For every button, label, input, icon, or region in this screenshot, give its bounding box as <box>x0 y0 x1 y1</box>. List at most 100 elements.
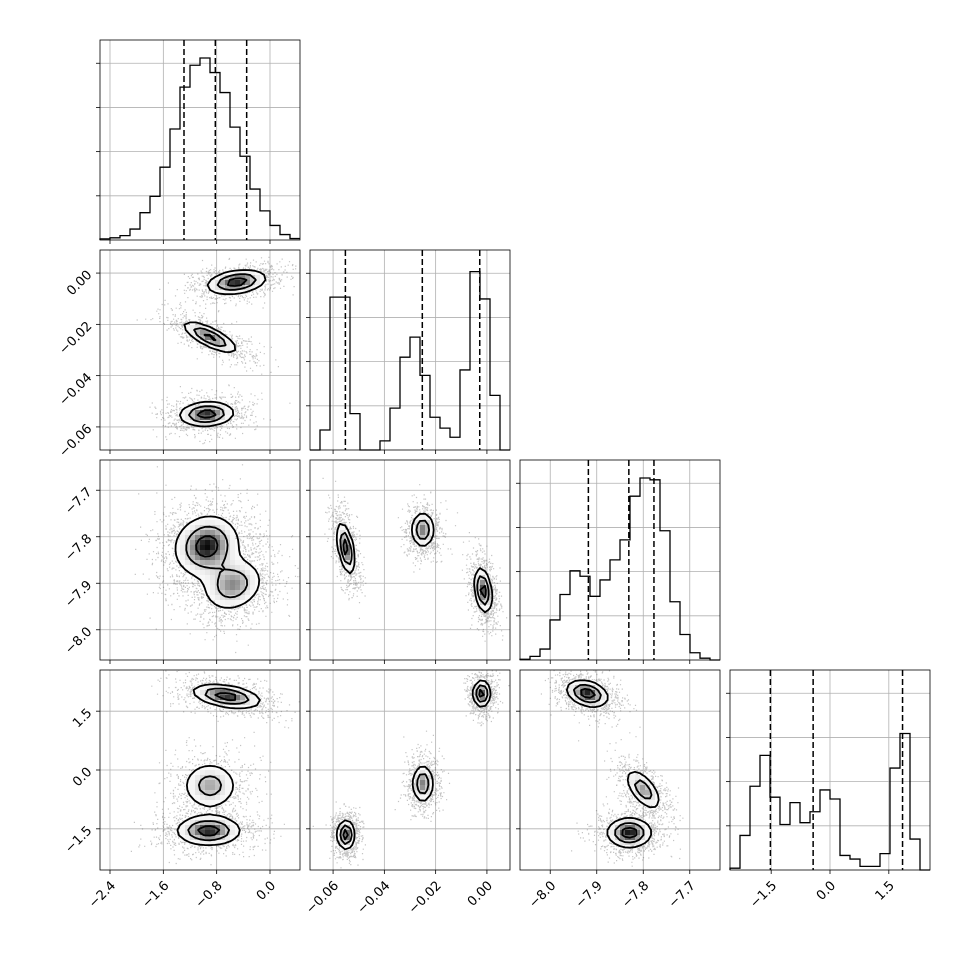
density-cell <box>240 565 246 571</box>
density-cell <box>260 275 266 281</box>
density-cell <box>200 530 206 536</box>
density-cell <box>215 825 221 831</box>
density-cell <box>235 695 241 701</box>
density-cell <box>225 685 231 691</box>
density-cell <box>205 820 211 826</box>
xtick-label-p4: −1.5 <box>747 878 780 911</box>
panel-content <box>136 256 300 445</box>
density-cell <box>210 285 216 291</box>
density-cell <box>480 595 486 601</box>
density-cell <box>425 525 431 531</box>
density-cell <box>220 580 226 586</box>
density-cell <box>225 340 231 346</box>
density-cell <box>205 530 211 536</box>
density-cell <box>240 695 246 701</box>
density-cell <box>205 580 211 586</box>
density-cell <box>215 770 221 776</box>
density-cell <box>230 555 236 561</box>
density-cell <box>215 275 221 281</box>
density-cell <box>195 535 201 541</box>
density-cell <box>220 775 226 781</box>
density-cell <box>245 270 251 276</box>
density-cell <box>195 825 201 831</box>
marginal-p3 <box>516 459 721 664</box>
density-cell <box>570 685 576 691</box>
density-cell <box>230 585 236 591</box>
density-cell <box>645 835 651 841</box>
density-cell <box>235 700 241 706</box>
density-cell <box>185 530 191 536</box>
density-cell <box>250 270 256 276</box>
panel-frame <box>309 459 511 661</box>
density-cell <box>250 575 256 581</box>
density-cell <box>190 520 196 526</box>
density-cell <box>220 555 226 561</box>
density-cell <box>635 825 641 831</box>
xtick-label-p2: −0.02 <box>406 878 445 917</box>
density-cell <box>340 525 346 531</box>
density-cell <box>595 700 601 706</box>
ytick-label-p2: 0.00 <box>64 268 95 299</box>
density-cell <box>210 685 216 691</box>
density-cell <box>190 525 196 531</box>
density-cell <box>215 815 221 821</box>
density-cell <box>250 695 256 701</box>
density-cell <box>480 680 486 686</box>
density-cell <box>420 775 426 781</box>
density-cell <box>485 590 491 596</box>
density-cell <box>190 820 196 826</box>
contour-line <box>342 538 487 599</box>
density-cell <box>195 790 201 796</box>
density-cell <box>215 335 221 341</box>
xtick-label-p4: 0.0 <box>814 878 839 903</box>
density-cell <box>200 520 206 526</box>
density-cell <box>205 830 211 836</box>
density-cell <box>245 570 251 576</box>
density-cell <box>210 815 216 821</box>
ytick-label-p4: −1.5 <box>62 824 95 857</box>
density-cell <box>205 835 211 841</box>
density-cell <box>190 565 196 571</box>
density-cell <box>600 690 606 696</box>
density-cell <box>190 780 196 786</box>
density-cell <box>220 795 226 801</box>
density-cell <box>235 825 241 831</box>
density-cell <box>595 690 601 696</box>
density-cell <box>240 580 246 586</box>
density-cell <box>220 520 226 526</box>
density-cell <box>210 540 216 546</box>
density-cell <box>345 540 351 546</box>
density-cell <box>215 340 221 346</box>
panel-content <box>130 670 300 866</box>
density-cell <box>205 785 211 791</box>
density-cell <box>210 765 216 771</box>
density-cell <box>200 545 206 551</box>
density-cell <box>210 555 216 561</box>
density-cell <box>220 820 226 826</box>
density-cell <box>185 545 191 551</box>
density-cell <box>205 765 211 771</box>
density-cell <box>210 785 216 791</box>
density-cell <box>595 695 601 701</box>
xtick-label-p2: 0.00 <box>465 878 496 909</box>
density-cell <box>180 410 186 416</box>
contour-line <box>185 525 248 599</box>
density-cell <box>255 575 261 581</box>
density-cell <box>195 415 201 421</box>
density-cell <box>205 575 211 581</box>
density-cell <box>205 570 211 576</box>
density-cell <box>215 560 221 566</box>
density-cell <box>190 560 196 566</box>
density-cell <box>250 580 256 586</box>
panel-frame <box>99 249 301 451</box>
density-cell <box>205 695 211 701</box>
contour-line <box>187 687 250 842</box>
density-cell <box>640 825 646 831</box>
density-cell <box>645 800 651 806</box>
density-cell <box>225 575 231 581</box>
density-cell <box>215 595 221 601</box>
density-cell <box>200 540 206 546</box>
xtick-label-p2: −0.04 <box>355 878 394 917</box>
density-cell <box>230 275 236 281</box>
density-cell <box>215 520 221 526</box>
